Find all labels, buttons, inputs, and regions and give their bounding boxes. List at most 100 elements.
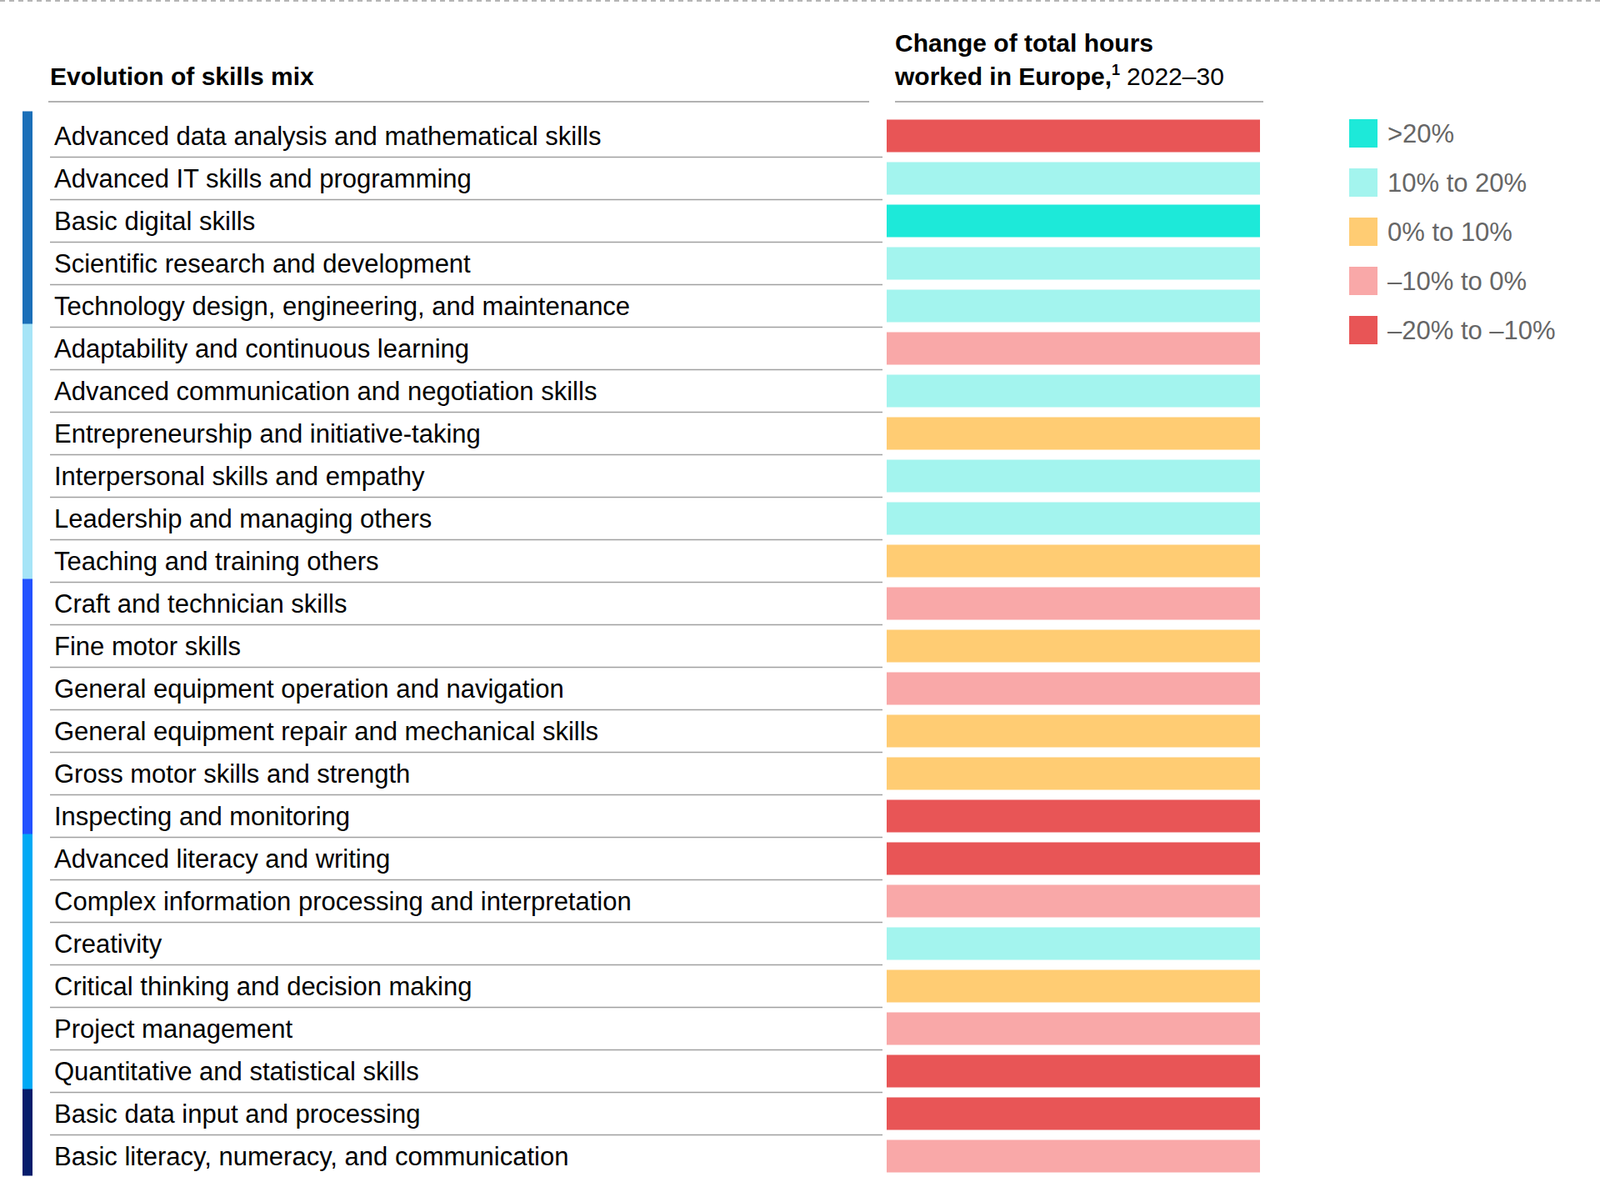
group-strip <box>22 579 33 836</box>
bar <box>886 204 1260 237</box>
value-title-line: Change of total hours <box>895 29 1154 57</box>
row-separator <box>50 879 883 880</box>
row-label: Gross motor skills and strength <box>54 759 410 789</box>
bar <box>886 416 1260 450</box>
bar <box>886 501 1260 535</box>
row-label: Quantitative and statistical skills <box>54 1056 420 1086</box>
row-label: Project management <box>54 1014 293 1044</box>
legend-swatch <box>1349 119 1378 148</box>
row-separator <box>50 794 883 795</box>
bar <box>886 799 1260 832</box>
row-label: Basic data input and processing <box>54 1099 420 1129</box>
row-separator <box>50 241 883 243</box>
bar <box>886 289 1260 322</box>
legend-swatch <box>1349 168 1378 197</box>
legend-label: –10% to 0% <box>1387 266 1527 296</box>
period: 2022–30 <box>1126 62 1225 90</box>
chart: Evolution of skills mix Change of total h… <box>0 0 1600 1192</box>
bars <box>886 119 1260 1172</box>
bar <box>886 1011 1260 1045</box>
row-separator <box>50 964 883 965</box>
bar <box>886 246 1260 280</box>
row-separator <box>50 1006 883 1008</box>
bar <box>886 841 1260 875</box>
row-label: Inspecting and monitoring <box>54 801 350 831</box>
bar <box>886 714 1260 747</box>
group-strip <box>22 1089 33 1176</box>
row-labels: Advanced data analysis and mathematical … <box>54 121 632 1171</box>
legend-swatch <box>1349 266 1378 295</box>
row-label: Basic literacy, numeracy, and communicat… <box>54 1141 569 1171</box>
group-strip <box>22 324 33 581</box>
row-label: General equipment operation and navigati… <box>54 674 565 704</box>
row-label: Critical thinking and decision making <box>54 971 472 1001</box>
bar <box>886 1139 1260 1172</box>
row-separator <box>50 666 883 668</box>
value-title: Change of total hours <box>895 29 1154 57</box>
row-separator <box>50 454 883 455</box>
legend-label: –20% to –10% <box>1387 315 1556 345</box>
row-separator <box>50 539 883 540</box>
legend-label: 10% to 20% <box>1387 168 1527 198</box>
legend-label: 0% to 10% <box>1387 217 1513 247</box>
value-title-line: worked in Europe, <box>894 62 1112 90</box>
header-rule <box>895 100 1264 103</box>
legend-swatch <box>1349 217 1378 246</box>
legend-label: >20% <box>1387 119 1455 149</box>
row-label: Leadership and managing others <box>54 504 432 534</box>
row-separator <box>50 1049 883 1050</box>
row-separator <box>50 1134 883 1135</box>
bar <box>886 1054 1260 1087</box>
bar <box>886 671 1260 705</box>
bar <box>886 119 1260 152</box>
row-label: Interpersonal skills and empathy <box>54 461 425 491</box>
top-rule <box>0 0 1600 2</box>
bar <box>886 161 1260 195</box>
row-separator <box>50 624 883 625</box>
bar <box>886 1096 1260 1130</box>
legend: >20% 10% to 20% 0% to 10% –10% to 0% –20% to… <box>1349 119 1556 345</box>
value-title: worked in Europe,1 2022–30 <box>894 61 1225 90</box>
row-label: Advanced data analysis and mathematical … <box>54 121 602 151</box>
row-separator <box>50 709 883 710</box>
row-label: General equipment repair and mechanical … <box>54 716 599 746</box>
row-label: Advanced IT skills and programming <box>54 164 472 194</box>
row-label: Complex information processing and inter… <box>54 886 632 916</box>
title: Evolution of skills mix <box>50 62 315 90</box>
row-separator <box>50 156 883 158</box>
row-label: Craft and technician skills <box>54 589 348 619</box>
bar <box>886 926 1260 960</box>
row-separator <box>50 496 883 498</box>
group-strip <box>22 834 33 1091</box>
row-label: Advanced communication and negotiation s… <box>54 376 597 406</box>
row-label: Adaptability and continuous learning <box>54 334 470 364</box>
bar <box>886 331 1260 365</box>
row-label: Entrepreneurship and initiative-taking <box>54 419 481 449</box>
bar <box>886 374 1260 407</box>
bar <box>886 459 1260 492</box>
legend-swatch <box>1349 315 1378 345</box>
row-separator <box>50 836 883 838</box>
bar <box>886 629 1260 662</box>
row-separator <box>50 581 883 583</box>
bar <box>886 884 1260 917</box>
row-label: Scientific research and development <box>54 249 471 279</box>
footnote-marker: 1 <box>1111 61 1120 79</box>
row-label: Fine motor skills <box>54 631 241 661</box>
row-separator <box>50 921 883 923</box>
row-label: Technology design, engineering, and main… <box>54 291 630 321</box>
group-strip <box>22 111 33 326</box>
row-label: Teaching and training others <box>54 546 379 576</box>
bar <box>886 969 1260 1002</box>
row-label: Advanced literacy and writing <box>54 844 390 874</box>
bar <box>886 544 1260 577</box>
row-label: Basic digital skills <box>54 206 255 236</box>
row-label: Creativity <box>54 929 163 959</box>
bar <box>886 756 1260 790</box>
row-separator <box>50 284 883 285</box>
row-separator <box>50 1091 883 1093</box>
row-separator <box>50 411 883 413</box>
row-separator <box>50 326 883 328</box>
bar <box>886 586 1260 620</box>
row-separator <box>50 199 883 200</box>
